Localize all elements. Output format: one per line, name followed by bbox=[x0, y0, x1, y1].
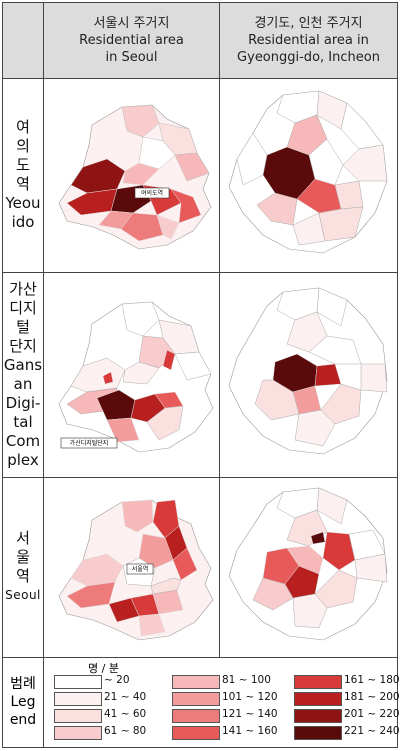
gyeonggi-header-english-1: Residential area in bbox=[248, 32, 369, 48]
station-tag-seoul: 서울역 bbox=[131, 565, 148, 573]
legend-unit: 명 / 분 bbox=[88, 661, 119, 675]
legend-swatch bbox=[294, 725, 342, 740]
legend-label: 21 ~ 40 bbox=[104, 690, 147, 703]
seoul-header-english-2: in Seoul bbox=[105, 49, 158, 65]
row-label-korean: 가산 디지 털 단지 bbox=[9, 279, 37, 355]
map-seoul-gasan: 가산디지털단지 bbox=[43, 272, 220, 478]
seoul-header-english-1: Residential area bbox=[79, 32, 184, 48]
row-label-gasan: 가산 디지 털 단지 Gans an Digi- tal Com plex bbox=[2, 272, 44, 478]
gyeonggi-map-gasan bbox=[228, 287, 387, 455]
legend-swatch bbox=[172, 725, 220, 740]
map-seoul-yeouido: 여의도역 bbox=[43, 77, 220, 274]
legend-label: 81 ~ 100 bbox=[222, 673, 271, 686]
gyeonggi-map-seoul-station bbox=[228, 487, 387, 641]
legend: 명 / 분 ~ 20 21 ~ 40 41 ~ 60 61 ~ 80 81 ~ 100 1… bbox=[44, 658, 400, 747]
legend-label: ~ 20 bbox=[104, 673, 130, 686]
seoul-map-seoul-station: 서울역 bbox=[58, 500, 213, 641]
gyeonggi-header-english-2: Gyeonggi-do, Incheon bbox=[237, 49, 380, 65]
row-label-english: Seoul bbox=[5, 588, 41, 603]
legend-swatch bbox=[54, 725, 102, 740]
seoul-map-yeouido: 여의도역 bbox=[58, 105, 211, 250]
gyeonggi-header: 경기도, 인천 주거지 Residential area in Gyeonggi… bbox=[219, 2, 398, 79]
map-gyeonggi-gasan bbox=[219, 272, 398, 478]
legend-title: 범례 Leg end bbox=[9, 676, 37, 729]
legend-swatch bbox=[294, 674, 342, 689]
legend-swatch bbox=[172, 708, 220, 723]
legend-swatch bbox=[172, 691, 220, 706]
legend-label: 161 ~ 180 bbox=[344, 673, 400, 686]
map-gyeonggi-yeouido bbox=[219, 77, 398, 274]
gyeonggi-map-yeouido bbox=[228, 91, 387, 254]
legend-swatch bbox=[172, 674, 220, 689]
row-label-english: Gans an Digi- tal Com plex bbox=[3, 355, 43, 469]
seoul-header: 서울시 주거지 Residential area in Seoul bbox=[43, 2, 220, 79]
seoul-map-gasan: 가산디지털단지 bbox=[58, 301, 213, 453]
legend-label: 101 ~ 120 bbox=[222, 690, 278, 703]
header-corner-cell bbox=[2, 2, 44, 79]
legend-label: 61 ~ 80 bbox=[104, 724, 147, 737]
legend-swatch bbox=[54, 691, 102, 706]
gyeonggi-header-korean: 경기도, 인천 주거지 bbox=[254, 15, 363, 31]
legend-label: 221 ~ 240 bbox=[344, 724, 400, 737]
legend-title-cell: 범례 Leg end bbox=[2, 656, 44, 749]
legend-label: 201 ~ 220 bbox=[344, 707, 400, 720]
legend-cell: 명 / 분 ~ 20 21 ~ 40 41 ~ 60 61 ~ 80 81 ~ 100 1… bbox=[43, 656, 400, 749]
row-label-english: Yeou ido bbox=[5, 194, 41, 232]
station-tag-gasan: 가산디지털단지 bbox=[69, 439, 108, 447]
row-label-seoul-station: 서 울 역 Seoul bbox=[2, 476, 44, 658]
seoul-header-korean: 서울시 주거지 bbox=[93, 15, 170, 31]
legend-swatch bbox=[294, 708, 342, 723]
legend-label: 121 ~ 140 bbox=[222, 707, 278, 720]
station-tag-yeouido: 여의도역 bbox=[140, 189, 162, 197]
row-label-korean: 여 의 도 역 bbox=[16, 118, 30, 194]
legend-swatch bbox=[54, 674, 102, 689]
map-gyeonggi-seoul-station bbox=[219, 476, 398, 658]
row-label-yeouido: 여 의 도 역 Yeou ido bbox=[2, 77, 44, 274]
row-label-korean: 서 울 역 bbox=[16, 529, 30, 586]
legend-swatch bbox=[294, 691, 342, 706]
map-seoul-station: 서울역 bbox=[43, 476, 220, 658]
legend-label: 41 ~ 60 bbox=[104, 707, 147, 720]
legend-swatch bbox=[54, 708, 102, 723]
legend-label: 181 ~ 200 bbox=[344, 690, 400, 703]
legend-label: 141 ~ 160 bbox=[222, 724, 278, 737]
